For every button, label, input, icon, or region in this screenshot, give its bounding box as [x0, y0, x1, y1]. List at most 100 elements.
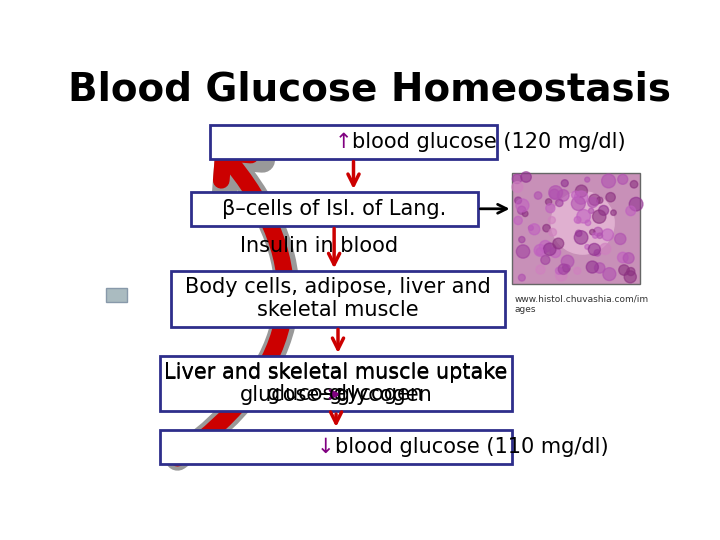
Circle shape	[518, 237, 525, 242]
Circle shape	[589, 194, 600, 205]
FancyBboxPatch shape	[160, 356, 513, 411]
Circle shape	[629, 197, 643, 211]
FancyBboxPatch shape	[160, 430, 513, 464]
Circle shape	[593, 210, 606, 223]
Circle shape	[593, 227, 603, 236]
Circle shape	[546, 204, 555, 213]
Circle shape	[600, 244, 611, 254]
Circle shape	[611, 210, 616, 215]
Circle shape	[588, 244, 600, 255]
Circle shape	[552, 192, 614, 254]
Text: ↓: ↓	[317, 437, 335, 457]
Circle shape	[562, 180, 568, 187]
Circle shape	[513, 174, 522, 184]
Circle shape	[550, 247, 561, 258]
Circle shape	[627, 267, 635, 275]
Circle shape	[606, 193, 616, 202]
Circle shape	[618, 252, 628, 263]
Circle shape	[518, 206, 526, 214]
Text: Blood Glucose Homeostasis: Blood Glucose Homeostasis	[68, 70, 670, 109]
Circle shape	[586, 261, 598, 273]
Circle shape	[515, 197, 521, 204]
Circle shape	[615, 233, 626, 245]
Circle shape	[603, 268, 616, 281]
Circle shape	[536, 265, 545, 274]
Circle shape	[521, 172, 531, 182]
Circle shape	[595, 263, 605, 273]
Circle shape	[561, 255, 574, 268]
Circle shape	[556, 199, 563, 206]
Circle shape	[575, 230, 582, 237]
Circle shape	[624, 253, 634, 264]
Circle shape	[626, 206, 636, 215]
Circle shape	[598, 205, 608, 215]
Circle shape	[588, 198, 598, 207]
Circle shape	[575, 185, 588, 197]
Circle shape	[574, 267, 581, 274]
FancyBboxPatch shape	[106, 288, 127, 302]
Circle shape	[575, 217, 581, 223]
Circle shape	[546, 199, 552, 205]
Text: blood glucose (120 mg/dl): blood glucose (120 mg/dl)	[352, 132, 626, 152]
Circle shape	[593, 233, 598, 238]
Circle shape	[557, 190, 569, 201]
Circle shape	[575, 231, 588, 244]
Text: ↑: ↑	[335, 132, 352, 152]
Circle shape	[590, 230, 595, 235]
Text: Body cells, adipose, liver and
skeletal muscle: Body cells, adipose, liver and skeletal …	[185, 277, 491, 320]
Circle shape	[577, 210, 590, 223]
Circle shape	[518, 274, 526, 281]
Circle shape	[558, 264, 569, 274]
Circle shape	[556, 269, 567, 281]
Circle shape	[618, 265, 629, 275]
Circle shape	[536, 248, 544, 255]
Circle shape	[585, 245, 590, 249]
Text: blood glucose (110 mg/dl): blood glucose (110 mg/dl)	[335, 437, 608, 457]
Circle shape	[553, 238, 564, 249]
Circle shape	[597, 233, 603, 239]
Circle shape	[575, 191, 588, 204]
Circle shape	[534, 245, 546, 256]
FancyBboxPatch shape	[210, 125, 497, 159]
Circle shape	[549, 186, 562, 199]
Circle shape	[572, 191, 580, 199]
Circle shape	[572, 197, 585, 211]
Text: Liver and skeletal muscle uptake: Liver and skeletal muscle uptake	[164, 363, 508, 383]
Circle shape	[597, 197, 603, 204]
Text: glucose: glucose	[266, 384, 347, 404]
Circle shape	[534, 192, 542, 199]
Circle shape	[618, 174, 628, 184]
Circle shape	[562, 265, 570, 272]
Circle shape	[514, 217, 522, 225]
FancyArrowPatch shape	[178, 153, 286, 458]
Circle shape	[516, 199, 529, 212]
FancyBboxPatch shape	[171, 271, 505, 327]
Circle shape	[549, 217, 555, 224]
Text: glycogen: glycogen	[329, 384, 424, 404]
FancyArrowPatch shape	[178, 157, 287, 458]
Circle shape	[522, 211, 528, 217]
Circle shape	[528, 226, 534, 231]
Circle shape	[630, 180, 638, 188]
Circle shape	[549, 189, 559, 199]
Circle shape	[555, 267, 562, 274]
Text: β–cells of Isl. of Lang.: β–cells of Isl. of Lang.	[222, 199, 446, 219]
Circle shape	[594, 249, 600, 256]
Text: Insulin in blood: Insulin in blood	[240, 236, 397, 256]
Circle shape	[585, 177, 590, 182]
Circle shape	[543, 225, 550, 232]
FancyBboxPatch shape	[513, 173, 640, 284]
Circle shape	[528, 224, 540, 235]
Circle shape	[602, 174, 616, 188]
Circle shape	[544, 243, 556, 255]
Circle shape	[577, 219, 582, 224]
Text: www.histol.chuvashia.com/im
ages: www.histol.chuvashia.com/im ages	[515, 294, 649, 314]
FancyBboxPatch shape	[191, 192, 477, 226]
Circle shape	[624, 271, 636, 283]
Text: Liver and skeletal muscle uptake
glucose→glycogen: Liver and skeletal muscle uptake glucose…	[164, 362, 508, 405]
Circle shape	[512, 181, 523, 192]
Circle shape	[516, 245, 530, 258]
Circle shape	[541, 255, 550, 265]
Circle shape	[539, 240, 552, 252]
Circle shape	[549, 228, 557, 236]
